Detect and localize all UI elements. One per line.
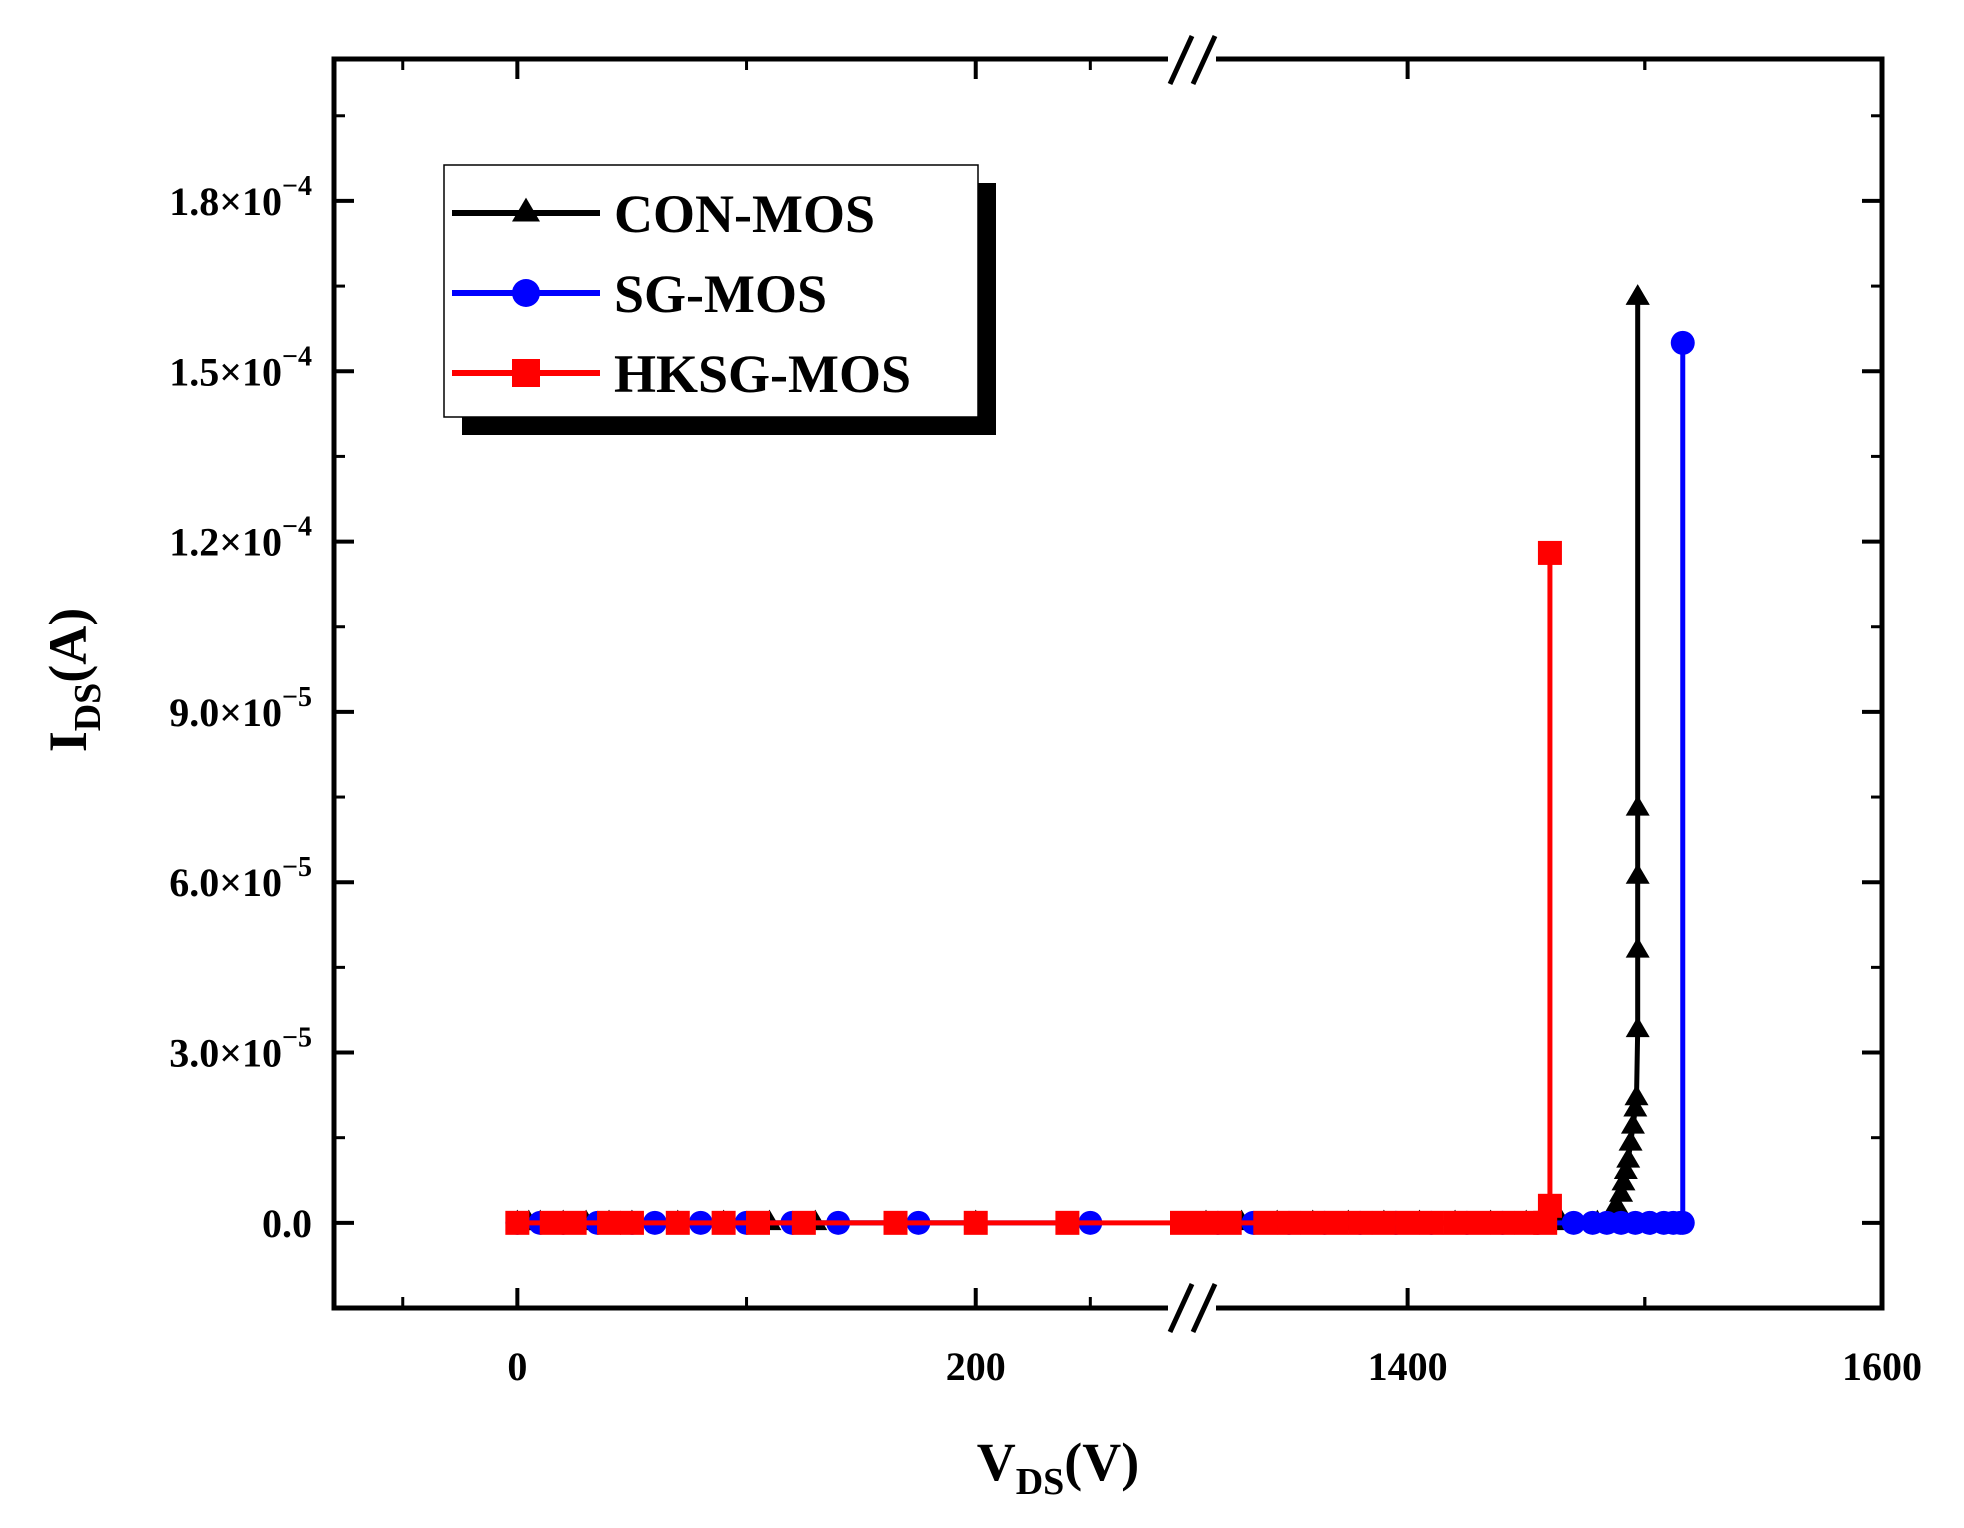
data-point-hksg-mos: [1537, 540, 1562, 565]
y-axis-title: IDS(A): [38, 608, 109, 753]
legend-label: CON-MOS: [614, 184, 875, 244]
data-point-hksg-mos: [1537, 1193, 1562, 1218]
data-point-con-mos: [1609, 1181, 1634, 1202]
data-point-hksg-mos: [539, 1210, 564, 1235]
data-point-con-mos: [1623, 1096, 1648, 1117]
legend-label: SG-MOS: [614, 264, 827, 324]
y-tick-label: 1.8×10−4: [169, 171, 312, 224]
data-point-hksg-mos: [746, 1210, 770, 1235]
data-point-hksg-mos: [562, 1210, 587, 1235]
series-hksg-mos: [505, 540, 1562, 1235]
data-point-hksg-mos: [505, 1210, 530, 1235]
axis-break-top: [1167, 34, 1218, 86]
data-point-hksg-mos: [1466, 1210, 1491, 1235]
series-line-con-mos: [1206, 297, 1641, 1226]
y-tick-label: 1.2×10−4: [169, 512, 312, 565]
y-tick-label: 1.5×10−4: [169, 341, 312, 394]
legend-entry-con-mos: CON-MOS: [452, 184, 875, 244]
data-point-hksg-mos: [1277, 1210, 1302, 1235]
data-point-hksg-mos: [1055, 1210, 1080, 1235]
data-point-hksg-mos: [1253, 1210, 1278, 1235]
plot-frame: [331, 56, 1885, 1311]
data-point-con-mos: [1625, 1016, 1650, 1038]
legend-entry-sg-mos: SG-MOS: [452, 264, 827, 324]
data-point-con-mos: [1618, 1130, 1643, 1151]
data-point-hksg-mos: [1170, 1210, 1194, 1235]
data-point-hksg-mos: [1443, 1210, 1468, 1235]
data-point-con-mos: [1625, 795, 1650, 816]
data-point-hksg-mos: [1324, 1210, 1349, 1235]
data-point-con-mos: [1625, 863, 1650, 884]
legend-marker: [512, 197, 540, 222]
x-axis-ticks: 0 200 1400 1600: [401, 59, 1922, 1389]
data-point-hksg-mos: [665, 1210, 690, 1235]
data-point-hksg-mos: [597, 1210, 622, 1235]
data-point-sg-mos: [1670, 1210, 1695, 1235]
data-point-con-mos: [1611, 1169, 1636, 1191]
data-point-con-mos: [1625, 284, 1650, 305]
y-axis-ticks: 0.0 3.0×10−5 6.0×10−5 9.0×10−5 1.2×10−4 1.5×1…: [169, 114, 1882, 1246]
x-tick-label: 1600: [1842, 1344, 1922, 1389]
data-point-hksg-mos: [1490, 1210, 1515, 1235]
data-point-hksg-mos: [1348, 1210, 1373, 1235]
data-point-sg-mos: [1670, 330, 1695, 355]
x-tick-label: 1400: [1368, 1344, 1448, 1389]
data-point-hksg-mos: [1217, 1210, 1242, 1235]
data-point-hksg-mos: [883, 1210, 908, 1235]
data-point-hksg-mos: [791, 1210, 816, 1235]
data-point-con-mos: [1616, 1147, 1641, 1168]
series-layer: [505, 284, 1695, 1235]
data-point-hksg-mos: [1395, 1210, 1420, 1235]
series-line-hksg-mos: [1206, 552, 1553, 1226]
data-point-con-mos: [1625, 937, 1650, 958]
x-tick-label: 200: [946, 1344, 1006, 1389]
data-point-hksg-mos: [1371, 1210, 1396, 1235]
y-tick-label: 6.0×10−5: [169, 852, 312, 905]
data-point-hksg-mos: [619, 1210, 644, 1235]
y-tick-label: 9.0×10−5: [169, 682, 312, 735]
legend-marker: [512, 279, 540, 307]
data-point-con-mos: [1613, 1158, 1638, 1180]
legend-label: HKSG-MOS: [614, 344, 911, 404]
data-point-hksg-mos: [711, 1210, 736, 1235]
legend-marker: [512, 359, 540, 387]
data-point-hksg-mos: [963, 1210, 988, 1235]
series-line-sg-mos: [1217, 342, 1686, 1226]
y-tick-label: 0.0: [262, 1201, 312, 1246]
data-point-sg-mos: [1561, 1210, 1586, 1235]
x-tick-label: 0: [507, 1344, 527, 1389]
data-point-con-mos: [1620, 1113, 1645, 1134]
data-point-con-mos: [1624, 1084, 1649, 1106]
data-point-con-mos: [1604, 1192, 1629, 1214]
series-sg-mos: [505, 330, 1695, 1235]
axis-break-bottom: [1167, 1282, 1218, 1334]
x-axis-title: VDS(V): [977, 1432, 1140, 1503]
data-point-hksg-mos: [1300, 1210, 1325, 1235]
y-tick-label: 3.0×10−5: [169, 1023, 312, 1076]
data-point-hksg-mos: [1419, 1210, 1444, 1235]
data-point-hksg-mos: [1194, 1210, 1218, 1235]
legend: CON-MOS SG-MOS HKSG-MOS: [443, 164, 996, 435]
legend-entry-hksg-mos: HKSG-MOS: [452, 344, 911, 404]
